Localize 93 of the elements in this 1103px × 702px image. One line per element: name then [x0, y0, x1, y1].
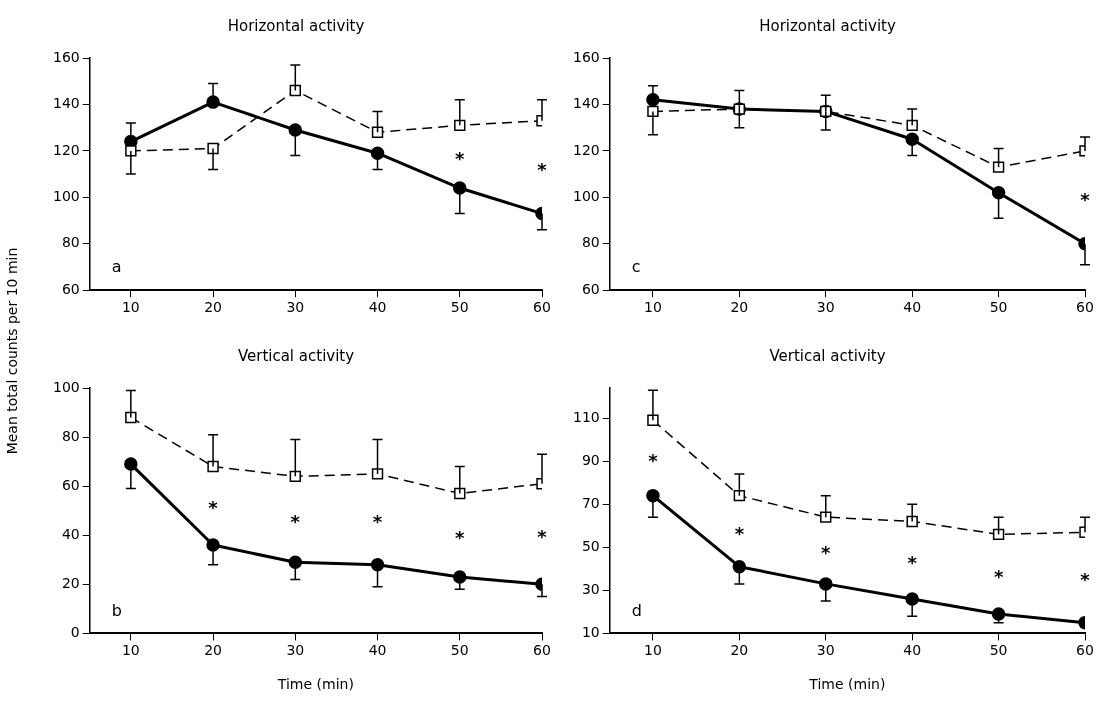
chart-title: Vertical activity — [237, 346, 355, 365]
x-tick-label: 30 — [286, 642, 305, 659]
annotation: * — [1080, 569, 1091, 591]
annotation: a — [111, 257, 122, 277]
point — [288, 123, 303, 137]
point — [371, 126, 384, 138]
y-tick-label: 140 — [572, 95, 600, 112]
annotation: * — [455, 526, 466, 548]
annotation: * — [734, 522, 745, 544]
point — [206, 95, 220, 109]
y-tick-label: 60 — [61, 280, 80, 297]
point — [289, 84, 301, 97]
point — [819, 577, 833, 591]
y-tick-label: 0 — [70, 624, 80, 641]
y-tick-label: 10 — [581, 624, 600, 641]
y-tick-label: 140 — [52, 95, 80, 112]
y-tick-label: 110 — [572, 408, 600, 425]
point — [991, 185, 1006, 200]
x-tick-label: 40 — [903, 299, 922, 316]
annotation: * — [993, 565, 1004, 587]
x-tick-label: 60 — [1076, 299, 1094, 316]
x-axis-title: Time (min) — [276, 676, 354, 693]
y-tick-label: 80 — [61, 234, 80, 251]
x-tick-label: 50 — [450, 299, 469, 316]
x-tick-label: 60 — [533, 299, 551, 316]
y-tick-label: 100 — [52, 378, 80, 395]
point — [206, 538, 220, 552]
annotation: b — [111, 600, 122, 620]
point — [991, 607, 1006, 621]
point — [732, 559, 747, 574]
y-tick-label: 70 — [581, 494, 600, 511]
x-tick-label: 10 — [644, 642, 662, 659]
chart-title: Horizontal activity — [227, 16, 365, 35]
y-tick-label: 20 — [61, 574, 80, 591]
y-tick-label: 100 — [572, 187, 600, 204]
x-tick-label: 20 — [204, 642, 222, 659]
annotation: * — [907, 551, 918, 573]
chart-title: Horizontal activity — [759, 16, 896, 35]
annotation: * — [821, 542, 832, 564]
x-tick-label: 20 — [730, 299, 749, 316]
x-tick-label: 40 — [903, 642, 922, 659]
x-tick-label: 10 — [644, 299, 662, 316]
annotation: * — [648, 449, 659, 471]
x-tick-label: 40 — [368, 642, 387, 659]
annotation: * — [290, 510, 301, 532]
y-tick-label: 80 — [61, 427, 80, 444]
y-tick-label: 80 — [581, 234, 600, 251]
point — [992, 528, 1005, 541]
annotation: * — [537, 525, 548, 547]
x-tick-label: 20 — [204, 299, 222, 316]
x-tick-label: 40 — [368, 299, 387, 316]
annotation: * — [208, 497, 219, 519]
y-tick-label: 60 — [61, 476, 80, 493]
point — [370, 557, 385, 572]
x-tick-label: 30 — [286, 299, 305, 316]
x-axis-title: Time (min) — [808, 676, 886, 693]
x-tick-label: 20 — [730, 642, 749, 659]
y-tick-label: 120 — [52, 141, 80, 158]
y-axis-title: Mean total counts per 10 min — [4, 247, 20, 455]
x-tick-label: 50 — [989, 642, 1008, 659]
x-tick-label: 30 — [816, 299, 835, 316]
y-tick-label: 50 — [581, 537, 600, 554]
x-tick-label: 50 — [450, 642, 469, 659]
annotation: * — [537, 158, 548, 180]
annotation: * — [372, 510, 383, 532]
point — [646, 488, 660, 503]
y-tick-label: 160 — [52, 48, 80, 65]
chart-title: Vertical activity — [769, 346, 886, 365]
x-tick-label: 60 — [1076, 642, 1094, 659]
point — [992, 161, 1005, 173]
annotation: * — [455, 148, 466, 170]
y-tick-label: 40 — [61, 525, 80, 542]
x-tick-label: 30 — [816, 642, 835, 659]
x-tick-label: 60 — [533, 642, 551, 659]
annotation: c — [631, 257, 641, 277]
point — [289, 470, 301, 483]
y-tick-label: 160 — [572, 48, 600, 65]
point — [125, 411, 137, 424]
annotation: d — [631, 600, 642, 620]
y-tick-label: 30 — [581, 580, 600, 597]
point — [370, 146, 385, 160]
point — [733, 489, 746, 502]
y-tick-label: 60 — [581, 280, 600, 297]
x-tick-label: 50 — [989, 299, 1008, 316]
x-tick-label: 10 — [121, 642, 140, 659]
point — [906, 119, 918, 132]
y-tick-label: 120 — [572, 141, 600, 158]
point — [288, 555, 303, 569]
x-tick-label: 10 — [121, 299, 140, 316]
annotation: * — [1080, 188, 1091, 210]
point — [371, 468, 384, 480]
y-tick-label: 90 — [581, 451, 600, 468]
y-tick-label: 100 — [52, 187, 80, 204]
